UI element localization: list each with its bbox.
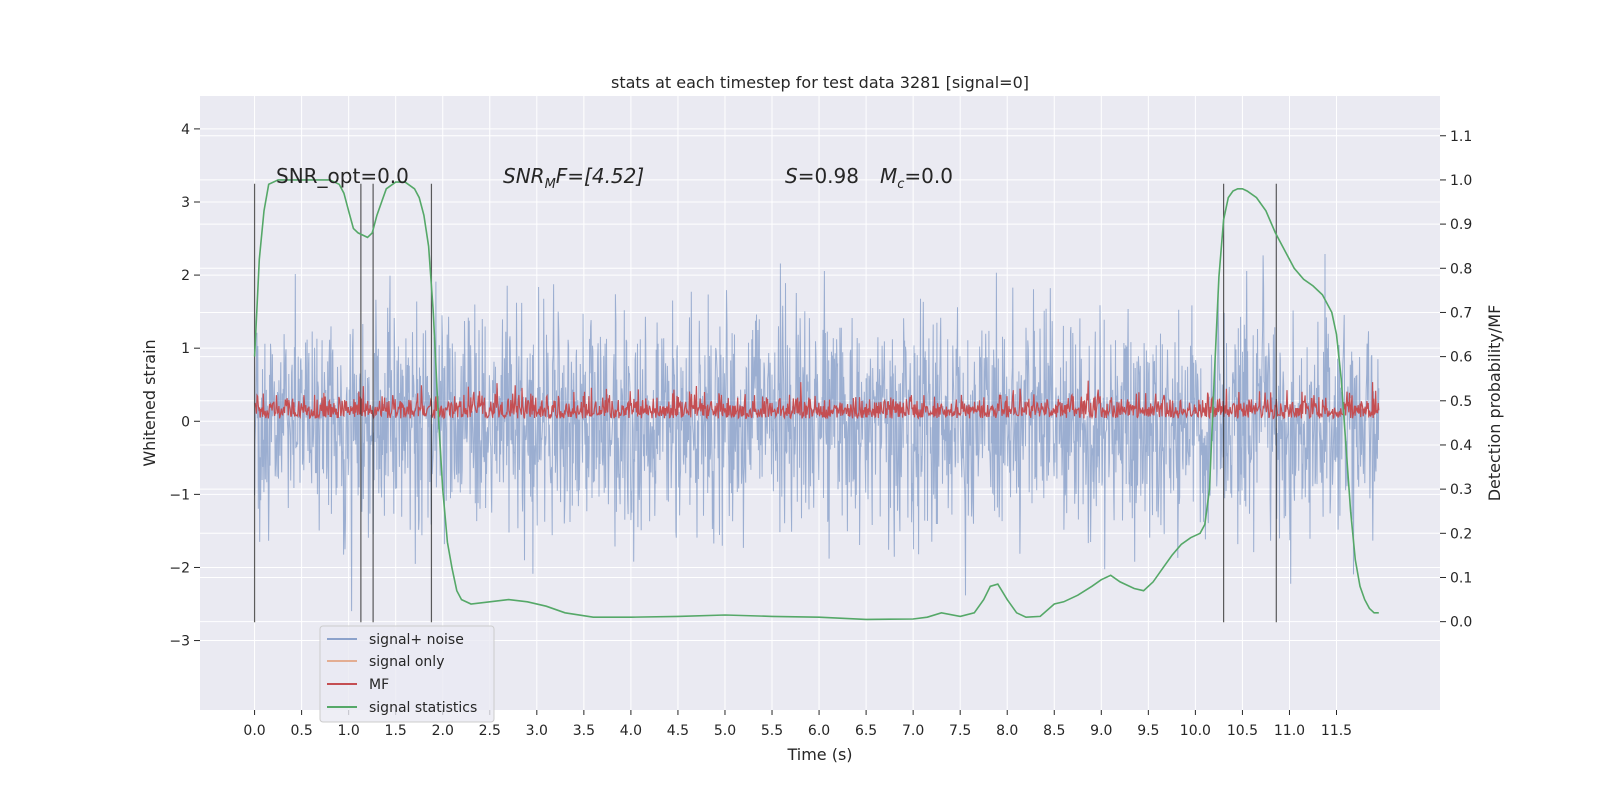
x-tick-label-23: 11.5 <box>1321 723 1352 739</box>
x-tick-label-1: 0.5 <box>290 723 312 739</box>
mc-subscript: c <box>897 177 904 192</box>
legend-label-signal-noise: signal+ noise <box>369 632 464 648</box>
x-tick-label-18: 9.0 <box>1090 723 1112 739</box>
mf-series <box>254 380 1380 420</box>
x-tick-label-8: 4.0 <box>620 723 642 739</box>
legend-label-mf: MF <box>369 677 389 693</box>
s-variable: S <box>785 164 798 188</box>
legend: signal+ noise signal only MF signal stat… <box>319 625 495 723</box>
snr-opt-annotation: SNR_opt=0.0 <box>276 164 409 188</box>
legend-label-signal-only: signal only <box>369 654 444 670</box>
x-tick-label-15: 7.5 <box>949 723 971 739</box>
y-tick-label-1: 3 <box>181 195 190 211</box>
x-tick-label-16: 8.0 <box>996 723 1018 739</box>
y2-tick-label-7: 0.4 <box>1450 438 1472 454</box>
y2-tick-label-11: 0.0 <box>1450 615 1472 631</box>
signal-statistics-series <box>253 179 1379 621</box>
x-tick-label-11: 5.5 <box>761 723 783 739</box>
x-tick-label-17: 8.5 <box>1043 723 1065 739</box>
x-tick-label-20: 10.0 <box>1180 723 1211 739</box>
x-tick-label-0: 0.0 <box>243 723 265 739</box>
x-tick-label-21: 10.5 <box>1227 723 1258 739</box>
y2-tick-label-8: 0.3 <box>1450 482 1472 498</box>
mc-value: =0.0 <box>904 164 953 188</box>
mc-annotation: Mc=0.0 <box>880 164 953 192</box>
y2-tick-label-4: 0.7 <box>1450 305 1472 321</box>
x-tick-label-4: 2.0 <box>432 723 454 739</box>
data-layer <box>253 179 1380 623</box>
x-tick-label-22: 11.0 <box>1274 723 1305 739</box>
y2-tick-label-2: 0.9 <box>1450 217 1472 233</box>
x-tick-label-3: 1.5 <box>385 723 407 739</box>
y-axis-label: Whitened strain <box>140 339 159 466</box>
x-tick-label-5: 2.5 <box>479 723 501 739</box>
x-tick-label-14: 7.0 <box>902 723 924 739</box>
mc-variable: M <box>880 164 897 188</box>
x-tick-label-7: 3.5 <box>573 723 595 739</box>
x-tick-label-10: 5.0 <box>714 723 736 739</box>
x-tick-label-9: 4.5 <box>667 723 689 739</box>
vertical-marker-lines <box>253 183 1277 623</box>
y-tick-label-3: 1 <box>181 341 190 357</box>
y-tick-label-5: −1 <box>169 487 190 503</box>
y2-tick-label-0: 1.1 <box>1450 129 1472 145</box>
x-axis-label: Time (s) <box>786 745 852 764</box>
y2-tick-label-10: 0.1 <box>1450 570 1472 586</box>
snr-mf-variable: SNR <box>503 164 545 188</box>
y-axis-ticks: 4 3 2 1 0 −1 −2 −3 <box>169 122 200 650</box>
x-tick-label-6: 3.0 <box>526 723 548 739</box>
x-tick-label-2: 1.0 <box>338 723 360 739</box>
y2-axis-ticks: 1.1 1.0 0.9 0.8 0.7 0.6 0.5 0.4 0.3 0.2 0.1 0.0 <box>1440 129 1472 631</box>
chart-title: stats at each timestep for test data 328… <box>611 73 1029 92</box>
snr-mf-value: F=[4.52] <box>556 164 644 188</box>
y-tick-label-7: −3 <box>169 634 190 650</box>
y2-tick-label-3: 0.8 <box>1450 261 1472 277</box>
grid-lines <box>200 96 1440 710</box>
y-tick-label-4: 0 <box>181 414 190 430</box>
s-value: =0.98 <box>798 164 859 188</box>
x-axis-ticks: 0.0 0.5 1.0 1.5 2.0 2.5 3.0 3.5 4.0 4.5 5.0 5.5 6.0 6… <box>243 710 1352 739</box>
y2-axis-label: Detection probability/MF <box>1485 305 1504 502</box>
x-tick-label-13: 6.5 <box>855 723 877 739</box>
snr-mf-subscript: M <box>545 177 556 192</box>
y2-tick-label-9: 0.2 <box>1450 526 1472 542</box>
legend-label-signal-statistics: signal statistics <box>369 700 477 716</box>
legend-box <box>319 625 495 723</box>
y-tick-label-6: −2 <box>169 560 190 576</box>
y2-tick-label-5: 0.6 <box>1450 350 1472 366</box>
y-tick-label-0: 4 <box>181 122 190 138</box>
x-tick-label-12: 6.0 <box>808 723 830 739</box>
s-annotation: S=0.98 <box>785 164 859 188</box>
y2-tick-label-1: 1.0 <box>1450 173 1472 189</box>
x-tick-label-19: 9.5 <box>1137 723 1159 739</box>
y2-tick-label-6: 0.5 <box>1450 394 1472 410</box>
y-tick-label-2: 2 <box>181 268 190 284</box>
snr-mf-annotation: SNRMF=[4.52] <box>503 164 644 192</box>
